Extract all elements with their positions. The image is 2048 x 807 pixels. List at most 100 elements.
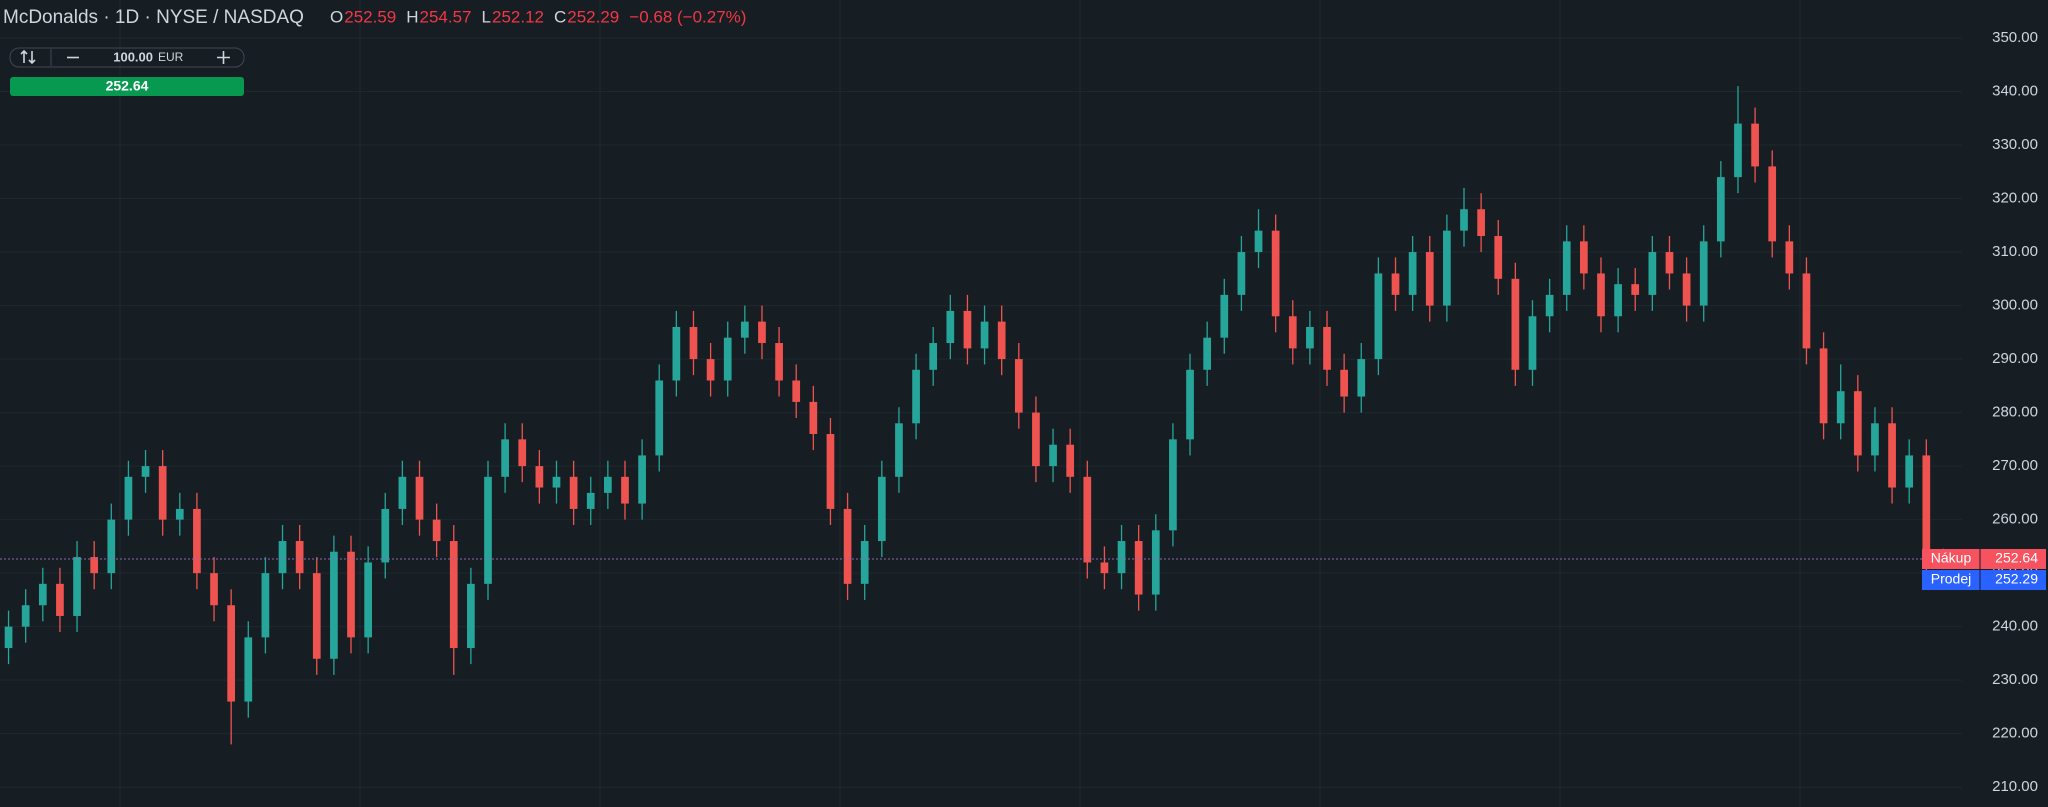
candle-body bbox=[1100, 562, 1109, 574]
candle-body bbox=[1083, 476, 1092, 563]
candle-body bbox=[210, 573, 218, 606]
candle-body bbox=[227, 605, 236, 702]
y-tick-label: 340.00 bbox=[1992, 82, 2038, 99]
candle-body bbox=[758, 321, 766, 344]
candle-body bbox=[449, 541, 458, 649]
candle-body bbox=[1408, 252, 1417, 295]
candle-body bbox=[295, 541, 304, 574]
candle-body bbox=[586, 492, 595, 509]
candle-body bbox=[107, 519, 116, 574]
candle-body bbox=[1374, 273, 1383, 360]
ohlc-label: O bbox=[330, 7, 343, 26]
candle-body bbox=[638, 455, 646, 504]
candle-body bbox=[689, 326, 698, 360]
candle-body bbox=[1288, 316, 1297, 349]
y-tick-label: 270.00 bbox=[1992, 457, 2038, 474]
candle-body bbox=[740, 321, 749, 338]
candle-body bbox=[1528, 316, 1537, 370]
y-tick-label: 320.00 bbox=[1992, 190, 2038, 207]
sell_price-label: Prodej bbox=[1931, 571, 1971, 587]
candle-body bbox=[1032, 412, 1040, 467]
candle-body bbox=[1785, 241, 1794, 274]
candle-body bbox=[1580, 241, 1588, 274]
candle-body bbox=[775, 343, 783, 381]
change-label: −0.68 (−0.27%) bbox=[629, 7, 746, 26]
candle-body bbox=[278, 541, 287, 574]
overlay: McDonalds · 1D · NYSE / NASDAQ O 252.59 H 2… bbox=[0, 7, 2046, 795]
candle-body bbox=[1905, 455, 1914, 488]
y-tick-label: 350.00 bbox=[1992, 29, 2038, 46]
candle-body bbox=[877, 476, 886, 542]
candle-body bbox=[792, 380, 801, 402]
ohlc-value: 254.57 bbox=[420, 7, 472, 26]
candle-body bbox=[432, 519, 441, 542]
quantity[interactable]: 100.00 bbox=[113, 49, 153, 64]
candle-body bbox=[1425, 252, 1434, 306]
ohlc-value: 252.59 bbox=[344, 7, 396, 26]
ohlc-label: C bbox=[554, 7, 566, 26]
candle-body bbox=[1888, 423, 1896, 488]
candle-body bbox=[1699, 241, 1708, 306]
candle-body bbox=[1117, 541, 1126, 574]
candle-body bbox=[1460, 209, 1468, 231]
plus-button[interactable] bbox=[217, 51, 230, 64]
candle-body bbox=[1545, 294, 1554, 317]
candle-body bbox=[90, 557, 99, 574]
candle-body bbox=[1357, 359, 1366, 397]
y-tick-label: 240.00 bbox=[1992, 618, 2038, 635]
candle-body bbox=[895, 423, 903, 477]
candle-body bbox=[1066, 444, 1075, 477]
buy-button-label[interactable]: 252.64 bbox=[106, 78, 149, 94]
candle-body bbox=[244, 637, 253, 702]
buy-button[interactable] bbox=[10, 77, 244, 96]
candle-body bbox=[1853, 391, 1862, 456]
candle-body bbox=[1306, 326, 1314, 349]
candle-body bbox=[1014, 359, 1023, 413]
candle-body bbox=[38, 583, 47, 606]
plot-area bbox=[4, 86, 1948, 745]
grid bbox=[0, 0, 1962, 807]
candle-body bbox=[158, 466, 167, 520]
trade-widget bbox=[9, 47, 245, 68]
candle-body bbox=[552, 476, 561, 488]
candle-body bbox=[912, 369, 920, 424]
candle-body bbox=[21, 605, 30, 627]
candle-body bbox=[929, 343, 938, 370]
candle-body bbox=[1340, 369, 1348, 397]
candle-body bbox=[73, 557, 81, 616]
candle-body bbox=[193, 508, 201, 574]
candle-body bbox=[1443, 230, 1451, 306]
ohlc-legend: O 252.59 H 254.57 L 252.12 C 252.29 −0.68 (−0.27… bbox=[330, 7, 746, 26]
candle-body bbox=[1716, 177, 1725, 242]
candle-body bbox=[1271, 230, 1280, 317]
y-tick-label: 290.00 bbox=[1992, 350, 2038, 367]
y-tick-label: 310.00 bbox=[1992, 243, 2038, 260]
candle-body bbox=[1631, 284, 1640, 295]
candle-body bbox=[1819, 348, 1828, 424]
candle-body bbox=[1836, 391, 1845, 424]
candle-body bbox=[1494, 235, 1503, 279]
candle-body bbox=[809, 401, 818, 435]
buy_price-tag bbox=[1922, 549, 2046, 570]
candle-body bbox=[501, 439, 509, 477]
candle-body bbox=[569, 476, 578, 509]
candle-body bbox=[1169, 439, 1177, 531]
candle-body bbox=[946, 310, 955, 344]
ohlc-label: L bbox=[482, 7, 491, 26]
candle-body bbox=[706, 359, 715, 381]
candle-body bbox=[347, 551, 355, 638]
candle-body bbox=[484, 476, 492, 584]
candle-body bbox=[1186, 369, 1194, 440]
sell_price-value: 252.29 bbox=[1995, 571, 2038, 587]
candle-body bbox=[963, 310, 972, 349]
candle-body bbox=[672, 326, 681, 381]
candle-body bbox=[1323, 326, 1331, 370]
candle-body bbox=[1562, 241, 1571, 295]
candle-body bbox=[141, 466, 150, 477]
buy_price-value: 252.64 bbox=[1995, 550, 2038, 566]
y-tick-label: 210.00 bbox=[1992, 778, 2038, 795]
candle-body bbox=[1751, 123, 1759, 167]
currency: EUR bbox=[158, 50, 184, 64]
swap-icon[interactable] bbox=[20, 49, 36, 65]
